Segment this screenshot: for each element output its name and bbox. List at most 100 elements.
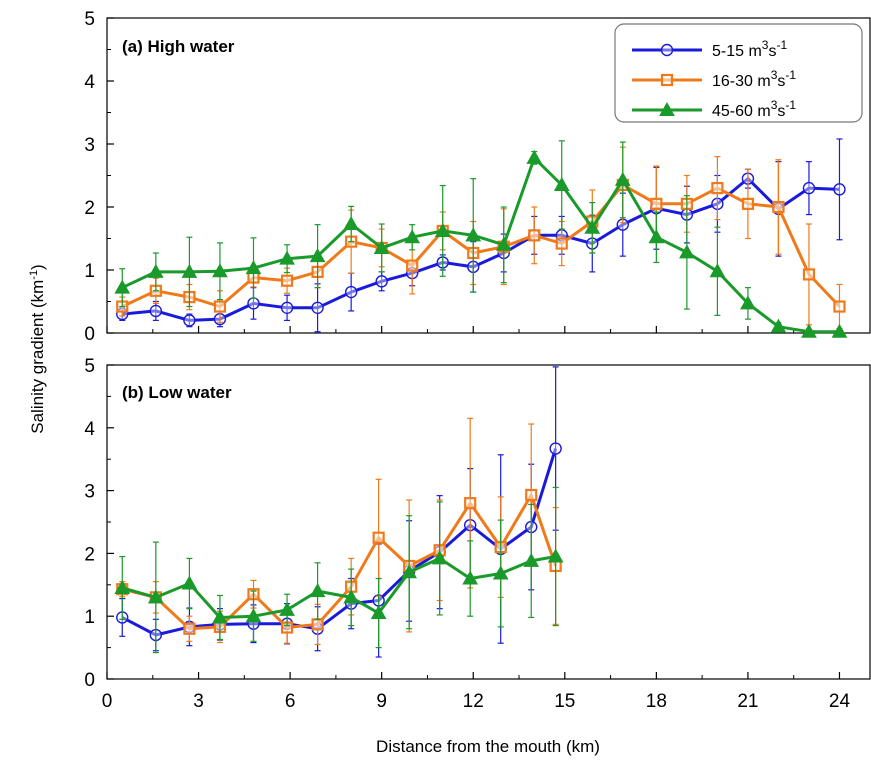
legend-marker-orange	[660, 73, 674, 87]
data-point-blue	[375, 275, 388, 288]
y-tick-label: 2	[84, 544, 95, 565]
y-tick-label: 3	[84, 482, 95, 503]
data-point-green	[343, 589, 360, 604]
legend-label-blue: 5-15 m3s-1	[712, 38, 787, 60]
y-tick-label: 0	[84, 324, 95, 345]
x-tick-label: 12	[463, 691, 484, 712]
data-point-blue	[833, 183, 846, 196]
data-point-green	[309, 248, 326, 263]
data-point-green	[679, 244, 695, 259]
data-point-blue	[802, 181, 816, 195]
x-tick-label: 24	[829, 691, 851, 712]
x-tick-label: 3	[193, 691, 204, 712]
y-tick-label: 3	[84, 135, 95, 156]
data-point-blue	[183, 314, 196, 327]
data-point-orange	[528, 229, 541, 242]
panel-b-label: (b) Low water	[122, 383, 232, 402]
y-tick-label: 5	[84, 356, 95, 377]
x-tick-label: 6	[285, 691, 296, 712]
legend-unit-superscript: 3	[762, 38, 769, 52]
x-tick-label: 18	[646, 691, 667, 712]
series-green	[114, 486, 564, 654]
data-point-green	[547, 548, 564, 563]
series-line-blue	[121, 448, 558, 637]
legend-unit-text: 5-15 m	[712, 43, 762, 60]
y-tick-label: 1	[84, 607, 95, 628]
x-axis-title: Distance from the mouth (km)	[376, 737, 600, 756]
data-point-orange	[183, 622, 196, 635]
legend-unit-text: s	[777, 73, 785, 90]
legend-entry-green: 45-60 m3s-1	[632, 98, 796, 120]
data-point-orange	[772, 200, 785, 214]
y-tick-label: 2	[84, 198, 95, 219]
data-point-green	[495, 236, 512, 251]
data-point-green	[770, 318, 787, 333]
y-tick-label: 1	[84, 261, 95, 282]
data-point-green	[526, 149, 543, 164]
data-point-green	[373, 239, 390, 254]
data-point-green	[553, 176, 570, 191]
y-axis-title-end: )	[28, 264, 47, 270]
data-point-green	[245, 260, 262, 275]
data-point-green	[404, 229, 421, 244]
data-point-green	[740, 295, 756, 310]
data-point-blue	[280, 301, 294, 314]
x-tick-label: 21	[737, 691, 758, 712]
data-point-green	[614, 171, 631, 186]
data-point-green	[523, 552, 540, 567]
data-point-orange	[406, 259, 419, 272]
legend-marker-blue	[660, 43, 674, 57]
legend-unit-text: s	[777, 103, 785, 120]
data-point-green	[465, 227, 482, 242]
data-point-green	[370, 605, 387, 620]
x-tick-label: 9	[376, 691, 387, 712]
data-point-green	[401, 564, 418, 579]
data-point-blue	[247, 297, 260, 310]
panel-a-label: (a) High water	[122, 37, 235, 56]
data-point-green	[181, 263, 198, 278]
data-point-orange	[833, 300, 846, 313]
data-point-green	[212, 609, 228, 624]
data-point-green	[181, 575, 198, 590]
legend-unit-text: 16-30 m	[712, 73, 771, 90]
data-point-green	[245, 608, 262, 623]
y-axis-title-sup: -1	[28, 270, 40, 280]
data-point-green	[648, 229, 665, 244]
legend-unit-text: s	[768, 43, 776, 60]
legend-unit-superscript: 3	[771, 98, 778, 112]
data-point-orange	[464, 497, 477, 510]
legend: 5-15 m3s-116-30 m3s-145-60 m3s-1	[614, 23, 863, 123]
series-orange	[116, 417, 562, 646]
data-point-green	[709, 263, 726, 278]
data-point-green	[434, 222, 451, 237]
data-point-green	[279, 601, 295, 616]
x-tick-label: 0	[102, 691, 113, 712]
data-point-orange	[213, 300, 227, 313]
data-point-green	[147, 589, 164, 604]
data-point-green	[584, 219, 601, 234]
data-point-orange	[650, 197, 663, 210]
data-point-green	[212, 263, 228, 278]
data-point-green	[462, 570, 479, 585]
data-point-orange	[741, 197, 755, 210]
data-point-green	[309, 583, 326, 598]
data-point-green	[431, 550, 448, 565]
data-point-green	[343, 215, 360, 231]
data-point-orange	[711, 182, 724, 195]
y-tick-label: 4	[84, 72, 95, 93]
legend-unit-superscript: -1	[776, 38, 787, 52]
data-point-orange	[525, 488, 538, 502]
legend-unit-superscript: -1	[785, 68, 796, 82]
data-point-green	[114, 279, 131, 294]
data-point-orange	[802, 268, 816, 281]
legend-unit-text: 45-60 m	[712, 103, 771, 120]
data-point-green	[114, 579, 131, 594]
y-tick-label: 5	[84, 9, 95, 30]
x-tick-label: 15	[554, 691, 575, 712]
y-axis-title-main: Salinity gradient (km	[28, 280, 47, 434]
data-point-orange	[311, 618, 324, 631]
